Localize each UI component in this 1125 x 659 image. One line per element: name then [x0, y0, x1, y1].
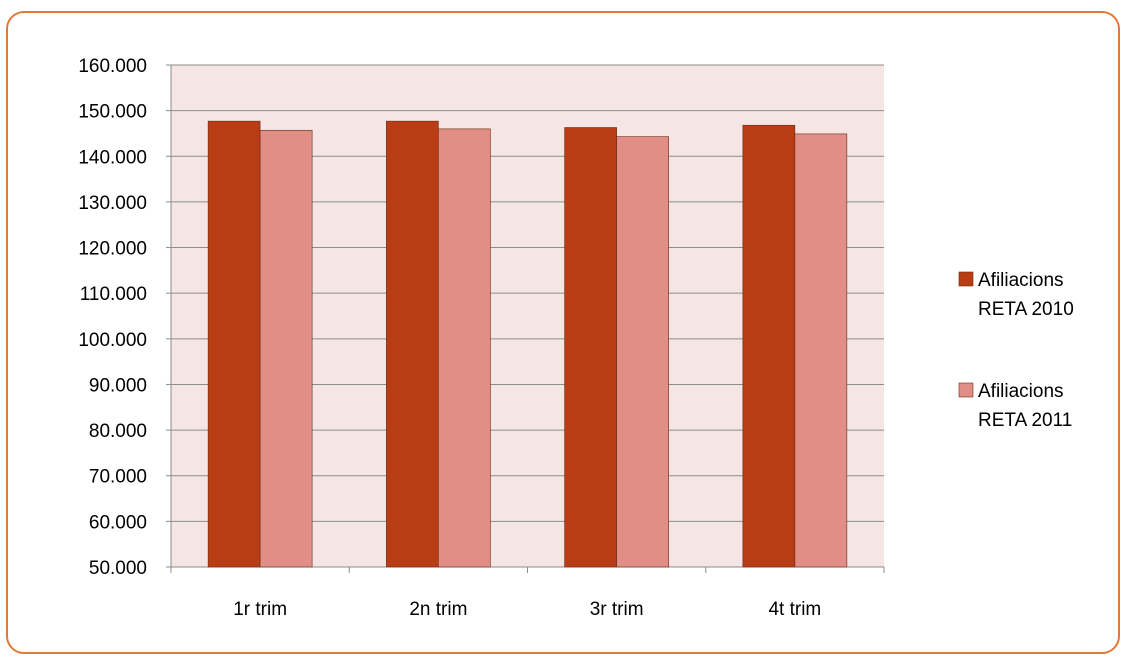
bar-2010-1 — [207, 120, 261, 568]
bar-2011-3 — [616, 136, 669, 568]
bar-2010-3 — [564, 127, 617, 568]
y-tick-label: 70.000 — [89, 467, 147, 488]
bar-2011-2 — [438, 128, 491, 568]
y-tick-label: 110.000 — [80, 284, 147, 305]
y-tick-label: 150.000 — [78, 102, 147, 123]
bar-2010-2 — [386, 120, 439, 568]
legend-swatch-2010 — [958, 271, 974, 287]
x-tick-label: 3r trim — [590, 599, 644, 620]
y-tick-label: 120.000 — [78, 239, 147, 260]
bar-2010-4 — [742, 124, 796, 568]
legend-label: RETA 2011 — [978, 410, 1072, 431]
y-tick-label: 90.000 — [89, 375, 147, 396]
y-tick-label: 140.000 — [78, 147, 147, 168]
bar-2011-1 — [259, 129, 313, 568]
x-tick-label: 4t trim — [768, 599, 821, 620]
y-tick-label: 50.000 — [89, 558, 147, 579]
bar-2011-4 — [794, 133, 848, 568]
y-tick-label: 80.000 — [89, 421, 147, 442]
legend-swatch-2011 — [958, 382, 974, 398]
y-tick-label: 60.000 — [89, 512, 147, 533]
legend-label: Afiliacions — [978, 381, 1064, 402]
x-tick-label: 2n trim — [409, 599, 467, 620]
y-tick-label: 100.000 — [78, 330, 147, 351]
legend-label: Afiliacions — [978, 270, 1064, 291]
x-tick-label: 1r trim — [233, 599, 287, 620]
y-tick-label: 160.000 — [78, 56, 147, 77]
legend-label: RETA 2010 — [978, 299, 1074, 320]
y-tick-label: 130.000 — [78, 193, 147, 214]
